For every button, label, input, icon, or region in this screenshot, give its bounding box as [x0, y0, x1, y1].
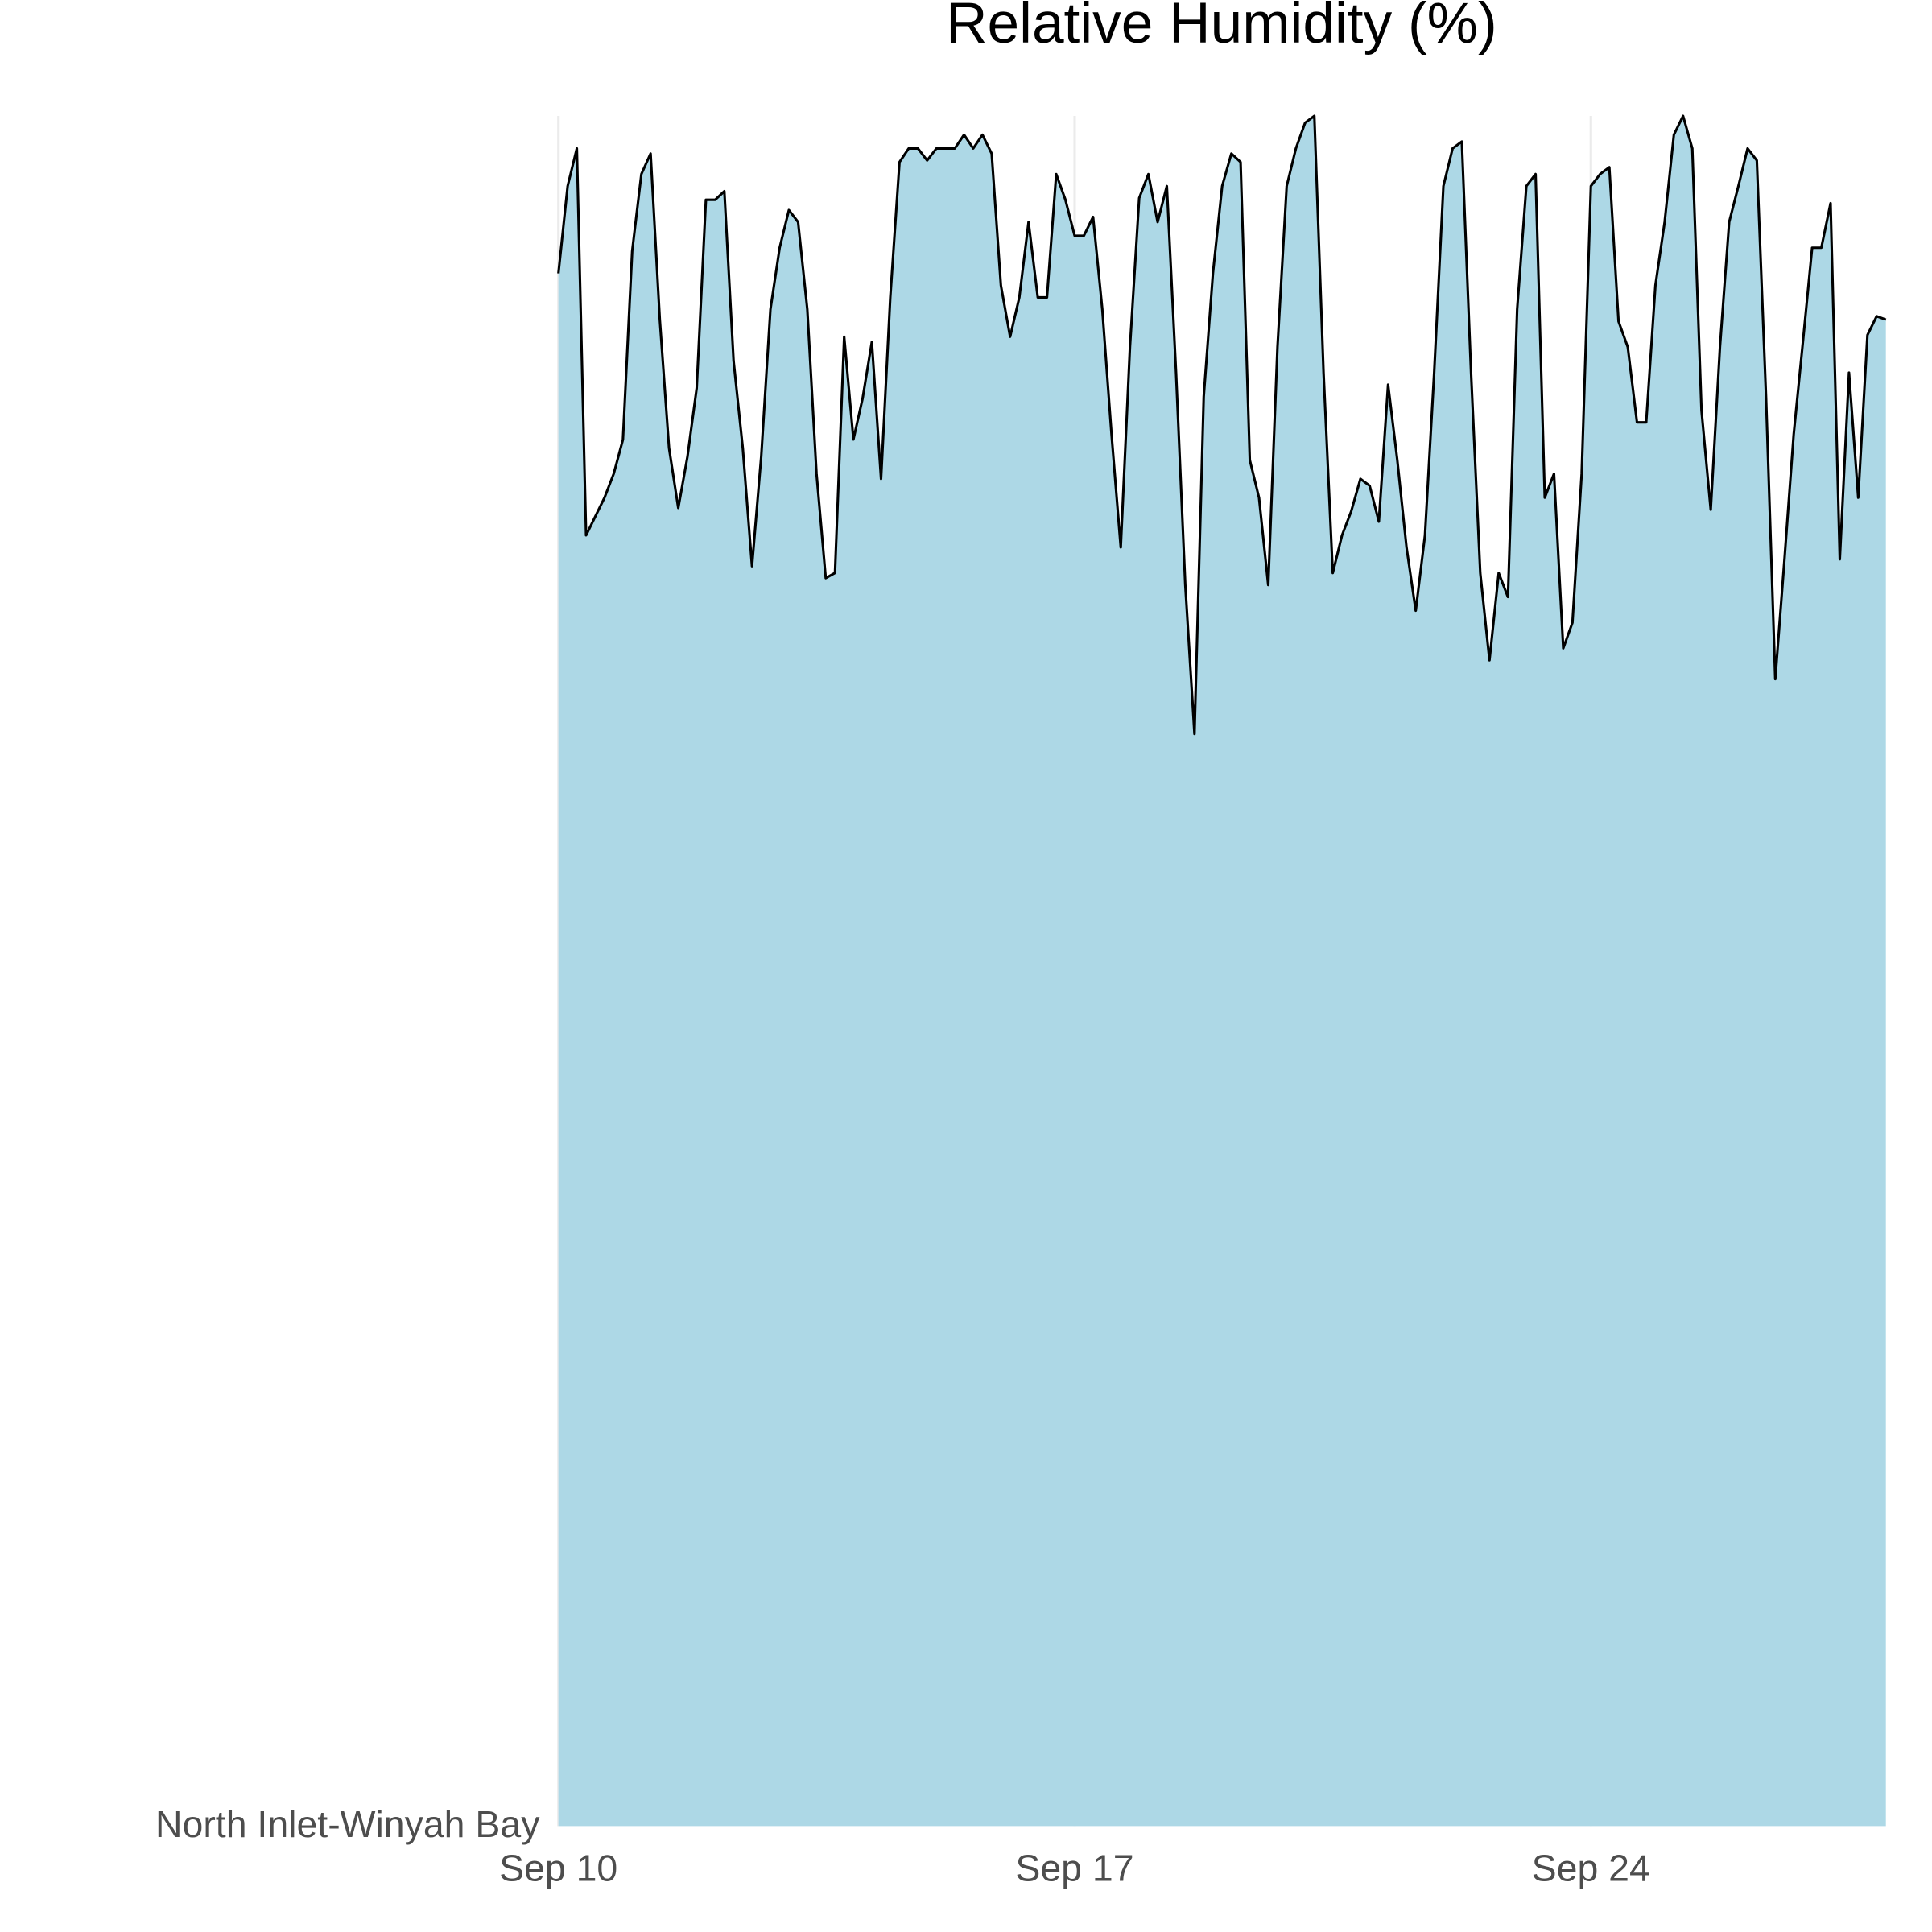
x-tick-label: Sep 24	[1532, 1847, 1650, 1889]
plot-layer	[557, 114, 1887, 1827]
chart-title: Relative Humidity (%)	[946, 0, 1497, 56]
y-category-label: North Inlet-Winyah Bay	[155, 1803, 540, 1845]
x-tick-label: Sep 10	[499, 1847, 617, 1889]
ridge-area	[558, 116, 1886, 1827]
ridge-line	[557, 114, 1887, 736]
x-tick-label: Sep 17	[1015, 1847, 1133, 1889]
